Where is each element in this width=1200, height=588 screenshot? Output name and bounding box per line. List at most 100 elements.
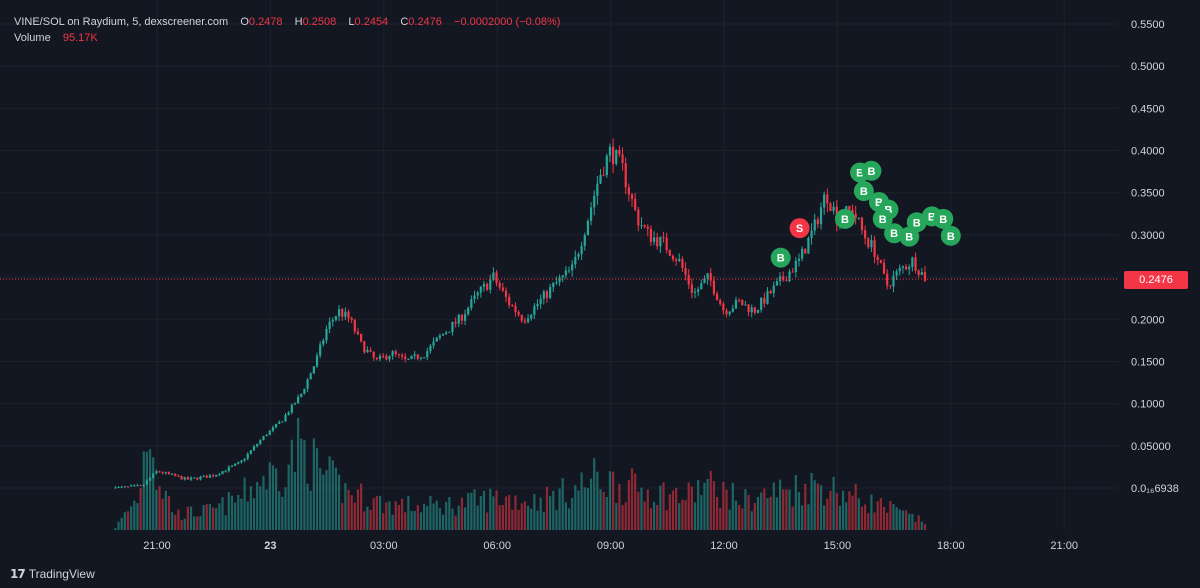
volume-bar [139,488,142,530]
candle-body [712,280,716,294]
buy-marker[interactable]: B [933,208,954,229]
y-tick-label: 0.1500 [1131,356,1165,368]
volume-bar [331,460,334,530]
volume-bar [158,486,161,530]
volume-bar [215,508,218,530]
volume-bar [284,487,287,530]
tradingview-logo-icon: 17 [10,567,26,581]
candle-body [612,146,615,165]
candle-body [832,206,835,211]
buy-marker[interactable]: B [770,247,791,268]
volume-bar [328,456,331,530]
candle-body [624,163,627,188]
candle-body [794,260,797,273]
candle-body [312,366,315,374]
candle-body [652,237,656,242]
marker-circle [789,218,810,239]
candle-body [234,463,237,466]
volume-bar [167,496,171,530]
volume-bar [218,503,221,530]
buy-marker[interactable]: B [853,181,874,202]
open-value: 0.2478 [248,16,283,28]
candle-body [249,450,252,454]
candle-body [196,477,199,480]
candle-body [785,279,788,282]
marker-label: B [884,205,892,217]
volume-bar [419,512,423,530]
candle-body [656,237,659,247]
current-price-tag: 0.2476 [1124,271,1188,289]
candle-body [416,354,419,359]
candle-body [337,309,341,317]
marker-label: B [928,211,936,223]
candle-body [290,404,293,413]
candle-body [325,328,328,341]
candle-body [221,471,224,475]
candle-body [180,476,183,480]
buy-marker[interactable]: B [906,212,927,233]
candle-body [473,295,476,300]
volume-bar [864,504,867,530]
volume-bar [208,504,212,530]
candle-body [886,273,889,286]
candle-body [243,458,246,461]
buy-marker[interactable]: B [940,225,961,246]
volume-bar [637,491,640,530]
volume-bar [407,495,410,530]
candle-body [511,305,514,307]
y-tick-label: 0.2000 [1131,314,1165,326]
volume-bar [536,510,539,530]
candle-body [876,256,879,260]
candle-body [193,477,196,479]
volume-bar [841,490,845,530]
volume-bar [766,498,769,530]
marker-circle [872,208,893,229]
candle-body [665,237,668,251]
symbol-label[interactable]: VINE/SOL on Raydium, 5, dexscreener.com [14,16,229,28]
x-tick-label: 23 [264,540,276,552]
candle-body [297,396,300,404]
volume-bar [574,485,577,530]
buy-marker[interactable]: B [884,223,905,244]
volume-bar [589,478,593,530]
marker-label: B [860,186,868,198]
candle-body [391,351,394,357]
volume-bar [810,472,813,530]
buy-marker[interactable]: B [861,160,882,181]
volume-bar [596,471,599,530]
volume-bar [142,451,145,530]
candle-body [741,300,744,306]
candle-body [873,240,876,257]
buy-marker[interactable]: B [872,208,893,229]
volume-bar [268,462,271,530]
volume-bar [867,513,870,530]
candle-body [731,308,734,312]
candle-body [574,256,577,265]
tradingview-brand[interactable]: 17 TradingView [10,567,95,581]
candle-body [218,474,221,476]
volume-bar [227,492,230,530]
volume-bar [117,521,120,530]
candle-body [445,332,448,334]
candle-body [536,303,539,307]
volume-bar [397,505,401,530]
candle-body [142,484,145,486]
x-tick-label: 12:00 [710,540,738,552]
volume-bar [486,512,489,530]
volume-bar [851,495,854,530]
volume-bar [549,496,552,530]
candle-body [889,285,892,287]
candle-body [917,270,920,275]
candle-body [174,473,177,476]
volume-label[interactable]: Volume [14,32,51,44]
volume-bar [857,498,860,530]
candle-body [823,194,826,208]
marker-circle [933,208,954,229]
volume-bar [753,503,756,530]
candle-body [514,305,517,312]
buy-marker[interactable]: B [834,208,855,229]
sell-marker[interactable]: S [789,218,810,239]
